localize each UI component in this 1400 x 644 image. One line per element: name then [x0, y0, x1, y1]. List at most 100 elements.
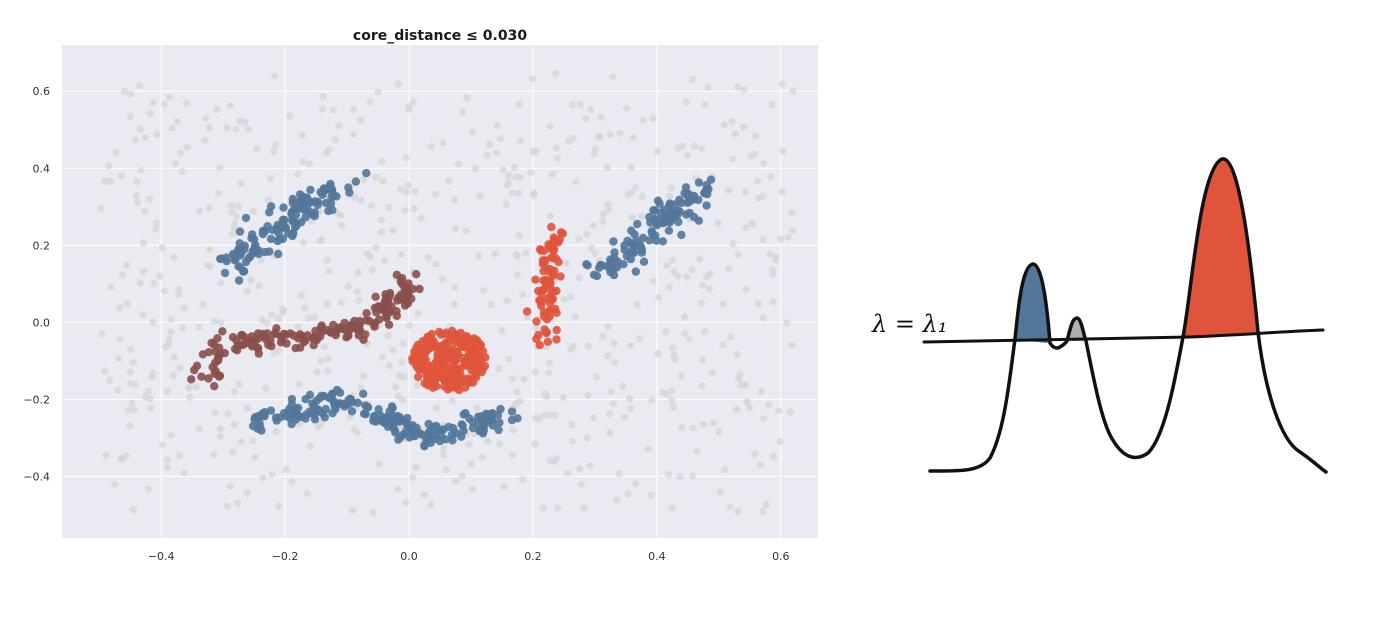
noise-point	[144, 387, 152, 395]
cluster-point-2	[207, 338, 216, 347]
cluster-point-4	[417, 341, 427, 350]
noise-point	[509, 426, 517, 434]
cluster-point-6	[589, 270, 599, 279]
noise-point	[136, 279, 144, 287]
cluster-point-2	[318, 327, 327, 336]
noise-point	[703, 273, 711, 281]
cluster-point-6	[637, 245, 647, 254]
noise-point	[402, 154, 410, 162]
noise-point	[786, 408, 795, 416]
noise-point	[624, 490, 632, 498]
cluster-point-3	[385, 407, 394, 416]
cluster-point-3	[301, 414, 310, 423]
noise-point	[305, 314, 313, 322]
cluster-point-2	[355, 317, 364, 326]
noise-point	[236, 117, 244, 125]
cluster-point-1	[274, 229, 283, 238]
cluster-point-2	[251, 336, 260, 345]
noise-point	[604, 206, 613, 214]
noise-point	[708, 369, 716, 377]
noise-point	[627, 405, 635, 413]
noise-point	[503, 297, 511, 305]
noise-point	[368, 266, 376, 274]
noise-point	[338, 222, 346, 230]
noise-point	[230, 420, 238, 429]
cluster-point-6	[655, 199, 664, 208]
cluster-point-3	[305, 390, 315, 399]
noise-point	[663, 390, 671, 398]
noise-point	[102, 451, 110, 459]
cluster-point-4	[464, 353, 473, 362]
cluster-point-2	[277, 335, 286, 344]
noise-point	[508, 451, 517, 459]
cluster-point-2	[187, 375, 196, 384]
noise-point	[757, 387, 765, 395]
noise-point	[216, 164, 224, 172]
cluster-point-6	[651, 206, 660, 215]
noise-point	[440, 445, 448, 453]
cluster-point-1	[344, 183, 353, 192]
cluster-point-1	[306, 185, 315, 195]
cluster-point-6	[651, 231, 660, 240]
cluster-point-2	[361, 330, 370, 339]
cluster-point-3	[423, 434, 432, 443]
noise-point	[394, 80, 402, 88]
cluster-point-5	[547, 222, 556, 232]
noise-point	[412, 463, 420, 471]
noise-point	[234, 202, 242, 210]
cluster-point-2	[309, 333, 318, 342]
noise-point	[379, 177, 387, 185]
noise-point	[139, 311, 147, 319]
noise-point	[385, 203, 393, 211]
noise-point	[123, 261, 131, 269]
noise-point	[163, 456, 171, 464]
noise-point	[637, 212, 646, 220]
noise-point	[599, 217, 607, 225]
cluster-point-3	[253, 413, 262, 422]
cluster-point-6	[609, 270, 619, 280]
noise-point	[195, 207, 203, 215]
noise-point	[597, 113, 605, 121]
noise-point	[324, 367, 332, 375]
noise-point	[424, 254, 432, 262]
cluster-point-2	[213, 356, 223, 365]
noise-point	[627, 163, 635, 172]
cluster-point-3	[312, 396, 321, 406]
noise-point	[674, 144, 682, 152]
noise-point	[205, 124, 213, 132]
noise-point	[515, 231, 523, 239]
noise-point	[183, 143, 191, 151]
noise-point	[495, 365, 503, 373]
noise-point	[216, 432, 224, 441]
cluster-point-1	[326, 199, 336, 208]
noise-point	[516, 137, 525, 145]
noise-point	[733, 350, 741, 359]
noise-point	[298, 292, 306, 300]
cluster-point-2	[232, 336, 241, 345]
noise-point	[448, 397, 456, 405]
noise-point	[350, 425, 358, 433]
noise-point	[765, 401, 773, 409]
cluster-point-5	[556, 272, 565, 281]
noise-point	[668, 504, 676, 512]
cluster-point-3	[494, 425, 503, 435]
noise-point	[243, 489, 251, 497]
noise-point	[688, 75, 697, 83]
noise-point	[158, 244, 166, 252]
noise-point	[688, 266, 696, 274]
cluster-point-2	[238, 340, 247, 350]
noise-point	[499, 166, 507, 174]
cluster-point-4	[421, 370, 431, 379]
noise-point	[559, 393, 568, 402]
x-tick-label: −0.4	[148, 550, 175, 563]
noise-point	[367, 201, 375, 210]
noise-point	[605, 410, 614, 418]
cluster-point-3	[335, 388, 345, 397]
cluster-point-5	[538, 286, 547, 295]
cluster-point-3	[487, 416, 496, 425]
cluster-point-6	[639, 257, 649, 266]
noise-point	[742, 224, 750, 232]
noise-point	[169, 371, 178, 379]
cluster-point-3	[248, 421, 258, 431]
y-tick-label: 0.6	[33, 85, 51, 98]
